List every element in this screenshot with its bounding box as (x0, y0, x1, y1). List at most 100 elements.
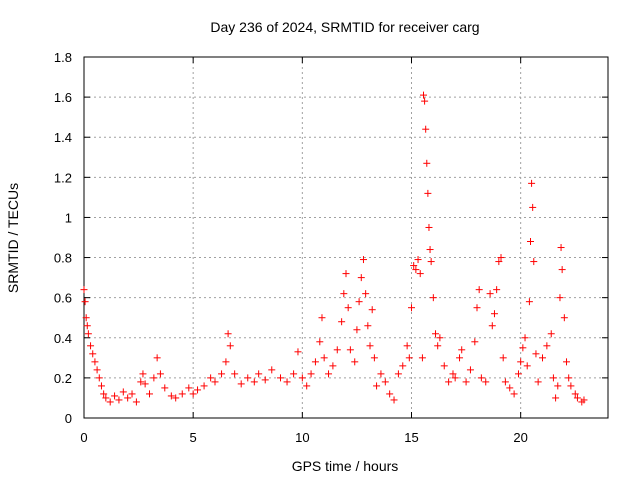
data-point (534, 378, 542, 386)
data-point (81, 298, 89, 306)
data-point (359, 256, 367, 264)
data-point (320, 354, 328, 362)
data-point (294, 348, 302, 356)
data-point (573, 394, 581, 402)
data-point (539, 354, 546, 362)
data-point (82, 314, 90, 322)
data-point (167, 392, 175, 400)
data-point (84, 330, 92, 338)
data-point (501, 378, 509, 386)
data-point (311, 358, 319, 366)
data-point (178, 390, 186, 398)
data-point (416, 270, 424, 278)
x-tick-label: 20 (513, 430, 527, 445)
data-point (486, 290, 494, 298)
x-tick-label: 10 (295, 430, 309, 445)
data-point (83, 322, 91, 330)
data-point (403, 342, 411, 350)
data-point (422, 125, 430, 133)
data-point (552, 394, 560, 402)
y-tick-label: 0.6 (54, 291, 72, 306)
data-point (161, 384, 169, 392)
data-point (91, 358, 99, 366)
data-point (412, 266, 420, 274)
data-point (115, 396, 123, 404)
data-point (571, 390, 579, 398)
data-point (497, 254, 505, 262)
data-point (231, 370, 239, 378)
y-tick-label: 1.8 (54, 50, 72, 65)
data-point (156, 370, 164, 378)
data-point (381, 378, 389, 386)
data-point (87, 342, 95, 350)
data-point (547, 330, 555, 338)
data-point (93, 366, 101, 374)
data-point (488, 322, 496, 330)
data-point (517, 358, 525, 366)
data-point (556, 294, 564, 302)
data-point (405, 354, 413, 362)
data-point (557, 244, 565, 252)
data-point (432, 330, 440, 338)
data-point (543, 342, 551, 350)
data-point (89, 350, 97, 358)
data-point (521, 334, 529, 342)
data-point (495, 258, 503, 266)
data-point (580, 396, 588, 404)
data-point (218, 370, 226, 378)
data-point (423, 159, 431, 167)
data-point (146, 390, 153, 398)
data-point (150, 374, 158, 382)
data-point (473, 304, 481, 312)
data-point (119, 388, 127, 396)
data-point (525, 298, 533, 306)
data-point (567, 382, 575, 390)
y-tick-label: 0.8 (54, 251, 72, 266)
data-point (390, 396, 398, 404)
y-tick-label: 0.4 (54, 331, 72, 346)
data-point (563, 358, 571, 366)
data-point (366, 342, 374, 350)
data-point (526, 238, 534, 246)
data-point (425, 223, 433, 231)
data-point (268, 366, 276, 374)
data-point (185, 384, 193, 392)
data-point (424, 189, 432, 197)
data-point (277, 374, 284, 382)
data-point (237, 380, 245, 388)
data-point (477, 374, 485, 382)
data-point (303, 382, 311, 390)
data-point (471, 338, 479, 346)
data-point (528, 179, 536, 187)
data-point (373, 382, 381, 390)
data-point (141, 380, 149, 388)
x-tick-label: 5 (190, 430, 197, 445)
data-point (386, 390, 394, 398)
data-point (565, 374, 573, 382)
data-point (128, 390, 136, 398)
data-point (153, 354, 161, 362)
data-point (290, 370, 298, 378)
data-point (436, 334, 444, 342)
y-tick-label: 1.2 (54, 170, 72, 185)
data-point (95, 374, 103, 382)
data-point (250, 378, 258, 386)
data-point (200, 382, 208, 390)
tick-layer: 0 0.2 0.4 0.6 0.8 1 1.2 1.4 1.6 1.8 0 5 10 15 20 (54, 50, 608, 445)
data-point (316, 338, 324, 346)
y-tick-label: 1 (65, 210, 72, 225)
data-point (490, 310, 498, 318)
data-point (420, 91, 428, 99)
data-point (351, 358, 359, 366)
data-point (318, 314, 326, 322)
data-points (80, 91, 588, 406)
data-point (499, 354, 507, 362)
data-point (434, 342, 442, 350)
data-point (338, 318, 346, 326)
y-tick-label: 1.4 (54, 130, 72, 145)
data-point (364, 322, 372, 330)
data-point (194, 386, 202, 394)
data-point (346, 346, 354, 354)
data-point (429, 294, 437, 302)
